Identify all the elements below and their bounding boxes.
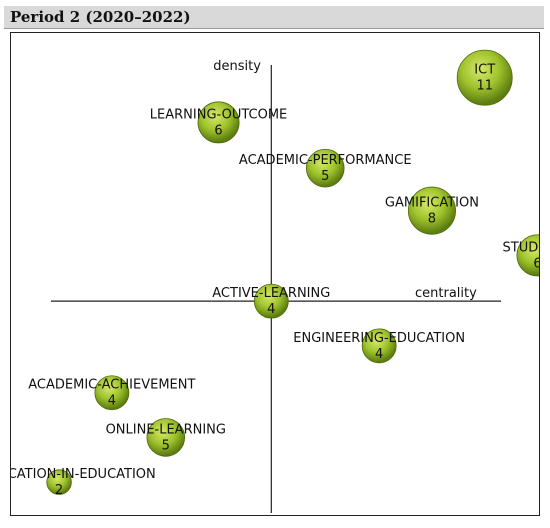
count-active-learning: 4: [267, 302, 275, 317]
count-learning-outcome: 6: [214, 123, 222, 138]
bubble-academic-performance: [305, 148, 345, 188]
bubble-online-learning: [146, 418, 186, 457]
count-engineering-education: 4: [375, 347, 383, 362]
label-online-learning: ONLINE-LEARNING: [106, 422, 226, 437]
label-active-learning: ACTIVE-LEARNING: [212, 286, 330, 301]
bubble-students: [516, 234, 539, 277]
count-academic-achievement: 4: [108, 394, 116, 409]
label-academic-achievement: ACADEMIC-ACHIEVEMENT: [28, 378, 195, 393]
x-axis-label: centrality: [415, 286, 477, 301]
bubble-gamification-in-education: [46, 469, 72, 495]
label-academic-performance: ACADEMIC-PERFORMANCE: [239, 153, 412, 168]
count-gamification: 8: [428, 212, 436, 227]
count-students: 6: [533, 256, 540, 271]
bubble-ict: [456, 49, 513, 106]
bubble-engineering-education: [361, 328, 397, 364]
bubble-gamification: [407, 186, 456, 235]
period-header: Period 2 (2020–2022): [4, 6, 544, 29]
label-learning-outcome: LEARNING-OUTCOME: [150, 107, 287, 122]
y-axis-label: density: [213, 59, 261, 74]
label-gamification-in-education: GAMIFICATION-IN-EDUCATION: [11, 467, 156, 482]
label-students: STUDENTS: [503, 240, 540, 255]
bubble-learning-outcome: [197, 101, 240, 144]
label-gamification: GAMIFICATION: [385, 196, 479, 211]
strategic-diagram: density centrality ICT 11 LEARNING-OUTCOME 6…: [10, 32, 540, 516]
count-academic-performance: 5: [321, 169, 329, 184]
label-engineering-education: ENGINEERING-EDUCATION: [293, 331, 465, 346]
count-ict: 11: [476, 79, 493, 94]
count-gamification-in-education: 2: [55, 483, 63, 498]
label-ict: ICT: [474, 63, 495, 78]
bubble-active-learning: [253, 283, 289, 319]
count-online-learning: 5: [162, 438, 170, 453]
period-title: Period 2 (2020–2022): [10, 8, 191, 26]
bubble-academic-achievement: [94, 375, 130, 411]
